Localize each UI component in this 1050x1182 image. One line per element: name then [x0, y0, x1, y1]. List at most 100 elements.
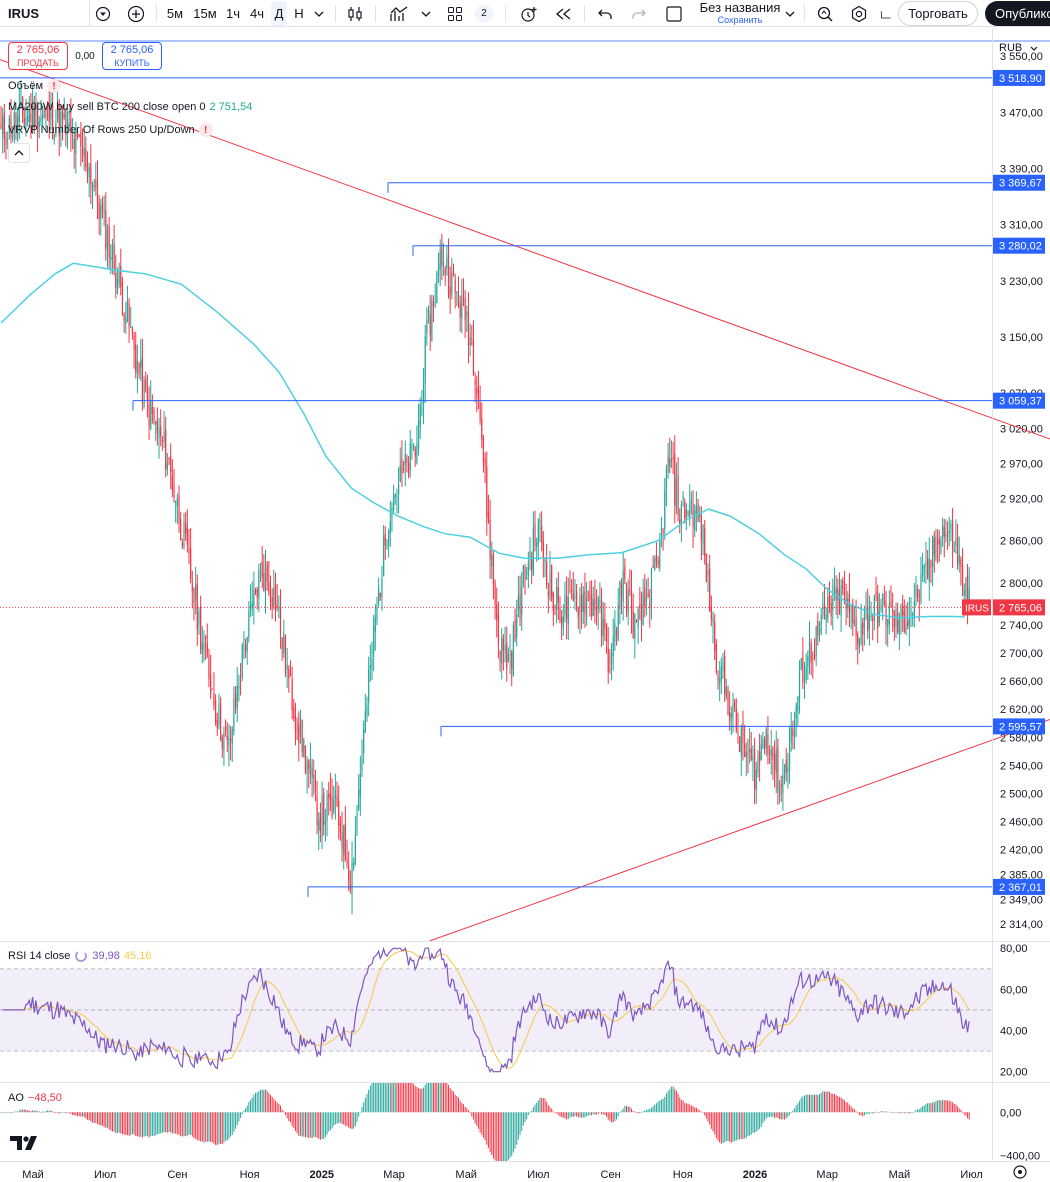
ao-bar [211, 1112, 213, 1143]
indicators-icon[interactable] [386, 0, 412, 27]
ao-bar [50, 1110, 52, 1113]
ao-bar [404, 1083, 406, 1113]
warning-icon[interactable]: ! [198, 123, 213, 137]
ao-bar [918, 1109, 920, 1113]
ao-bar [55, 1112, 57, 1114]
undo-icon[interactable] [592, 0, 618, 27]
ao-bar [942, 1099, 944, 1113]
chevron-up-icon [14, 150, 24, 156]
candle-body [930, 560, 932, 568]
layout-save-button[interactable]: Без названия Сохранить [690, 1, 790, 26]
ao-bar [170, 1112, 172, 1133]
rsi-legend[interactable]: RSI 14 close 39,98 45,16 [8, 949, 151, 963]
fullscreen-square-icon[interactable] [662, 0, 686, 27]
candle-body [604, 619, 606, 629]
buy-button[interactable]: 2 765,06 КУПИТЬ [102, 42, 162, 70]
ao-bar [65, 1112, 67, 1114]
ao-bar [183, 1112, 185, 1137]
collapse-legend-button[interactable] [8, 143, 30, 163]
chevron-down-icon[interactable] [311, 0, 327, 27]
candle-body [95, 178, 97, 188]
ao-pane[interactable]: 0,00 −400,00 [0, 1083, 1050, 1161]
rsi-tick-label: 40,00 [1000, 1026, 1028, 1038]
trade-button[interactable]: Торговать [898, 1, 978, 26]
timeframe-week[interactable]: Н [294, 6, 304, 21]
candle-body [412, 445, 415, 449]
price-tick-label: 3 550,00 [1000, 51, 1043, 63]
ao-bar [339, 1112, 341, 1123]
layouts-count-badge[interactable]: 2 [474, 0, 494, 27]
ao-bar [799, 1100, 801, 1113]
timeframe-1h[interactable]: 1ч [225, 6, 240, 21]
ao-legend[interactable]: AO −48,50 [8, 1092, 62, 1104]
ao-bar [665, 1093, 667, 1113]
time-tick-label: Ноя [673, 1169, 693, 1181]
ao-bar [393, 1083, 395, 1113]
quick-search-icon[interactable] [813, 0, 837, 27]
time-axis-settings-icon[interactable] [1013, 1165, 1027, 1179]
ao-bar [303, 1112, 305, 1137]
candle-body [937, 541, 939, 545]
favorite-icon[interactable] [92, 0, 114, 27]
ao-bar [459, 1100, 461, 1113]
pane-separator[interactable] [0, 941, 1050, 942]
candle-body [870, 614, 872, 618]
candle-body [700, 516, 702, 541]
ao-bar [730, 1112, 732, 1143]
currency-selector[interactable]: RUB [999, 42, 1038, 54]
candle-body [813, 655, 816, 659]
ao-bar [960, 1109, 962, 1113]
ao-bar [10, 1112, 12, 1114]
candle-body [927, 559, 929, 578]
ao-bar [526, 1112, 528, 1120]
timeframe-15m[interactable]: 15м [193, 6, 217, 21]
pane-separator[interactable] [0, 1082, 1050, 1083]
sell-button[interactable]: 2 765,06 ПРОДАТЬ [8, 42, 68, 70]
alert-icon[interactable] [516, 0, 542, 27]
ao-bar [225, 1112, 227, 1141]
indicators-chevron-icon[interactable] [418, 0, 434, 27]
symbol-search-button[interactable]: IRUS [0, 0, 90, 27]
camera-icon[interactable] [880, 0, 892, 27]
candle-body [912, 613, 914, 615]
ao-bar [794, 1108, 796, 1113]
candle-body [46, 103, 49, 108]
price-chart[interactable]: 3 550,00 3 470,00 3 390,00 3 310,00 3 230,00… [0, 28, 1050, 941]
candle-body [341, 831, 343, 850]
settings-icon[interactable] [847, 0, 871, 27]
replay-icon[interactable] [550, 0, 576, 27]
redo-icon[interactable] [626, 0, 652, 27]
vrvp-legend[interactable]: VRVP Number Of Rows 250 Up/Down ! [8, 123, 213, 137]
layout-chevron-icon[interactable] [782, 0, 798, 27]
tradingview-logo[interactable] [10, 1134, 40, 1157]
candle-body [940, 539, 942, 551]
rsi-pane[interactable]: 80,00 60,00 40,00 20,00 [0, 942, 1050, 1082]
ao-bar [957, 1106, 959, 1113]
ao-bar [818, 1094, 820, 1113]
candles-icon[interactable] [343, 0, 367, 27]
volume-legend[interactable]: Объём ! [8, 79, 62, 93]
ao-bar [173, 1112, 175, 1134]
candle-body [772, 748, 774, 760]
candle-body [502, 638, 505, 651]
ao-bar [286, 1112, 288, 1119]
candle-body [481, 418, 483, 440]
candle-body [479, 403, 481, 420]
candle-body [389, 520, 391, 534]
candle-body [865, 608, 867, 610]
ao-bar [93, 1112, 95, 1124]
time-axis[interactable]: Май Июл Сен Ноя 2025 Мар Май Июл Сен Ноя 2026 Мар Ма… [0, 1162, 1050, 1182]
ma-legend[interactable]: MA200W buy sell BTC 200 close open 0 2 7… [8, 101, 252, 113]
add-symbol-icon[interactable] [124, 0, 148, 27]
ao-bar [230, 1112, 232, 1137]
ao-bar [722, 1112, 724, 1143]
warning-icon[interactable]: ! [47, 79, 62, 93]
ao-bar [429, 1083, 431, 1113]
publish-button[interactable]: Опублико [985, 1, 1050, 26]
templates-icon[interactable] [444, 0, 466, 27]
ao-bar [913, 1111, 915, 1113]
candle-body [773, 754, 776, 770]
timeframe-5m[interactable]: 5м [166, 6, 184, 21]
timeframe-4h[interactable]: 4ч [249, 6, 264, 21]
timeframe-day[interactable]: Д [271, 1, 287, 26]
